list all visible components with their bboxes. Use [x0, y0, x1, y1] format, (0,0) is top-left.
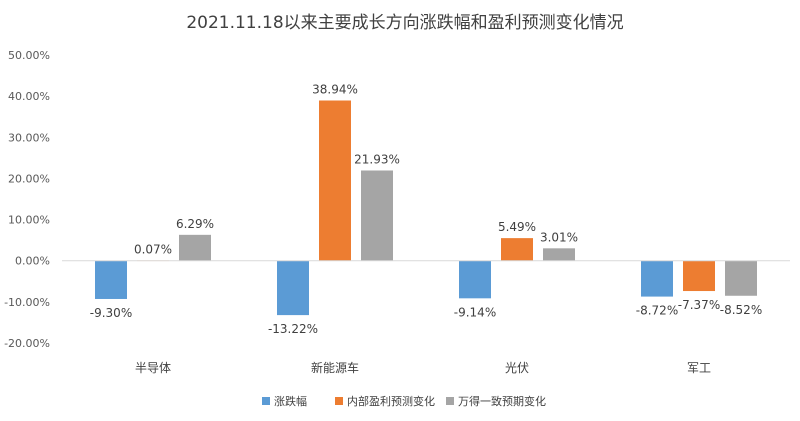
data-label: -8.72% — [636, 304, 678, 318]
y-tick-label: 0.00% — [15, 255, 50, 268]
category-label: 军工 — [687, 361, 711, 375]
chart-title: 2021.11.18以来主要成长方向涨跌幅和盈利预测变化情况 — [186, 13, 623, 33]
bar — [641, 260, 673, 297]
y-tick-label: 30.00% — [8, 131, 50, 144]
plot-area: -9.30% 0.07% 6.29% -13.22% 38.94% 21.93% -9.14… — [62, 83, 790, 336]
bar — [459, 260, 491, 299]
y-tick-label: 40.00% — [8, 90, 50, 103]
legend-swatch — [446, 397, 454, 405]
data-label: 21.93% — [354, 152, 400, 166]
data-label: 3.01% — [540, 230, 578, 244]
legend: 涨跌幅 内部盈利预测变化 万得一致预期变化 — [262, 394, 546, 408]
legend-swatch — [335, 397, 343, 405]
category-labels: 半导体 新能源车 光伏 军工 — [135, 360, 711, 375]
category-label: 光伏 — [505, 361, 529, 375]
data-label: 0.07% — [134, 242, 172, 256]
bar — [95, 260, 127, 299]
bar — [725, 260, 757, 296]
data-label: -8.52% — [720, 303, 762, 317]
legend-label: 涨跌幅 — [274, 394, 307, 408]
bar — [179, 234, 211, 261]
legend-label: 内部盈利预测变化 — [347, 394, 435, 408]
bar — [683, 260, 715, 292]
data-label: -7.37% — [678, 298, 720, 312]
data-label: 5.49% — [498, 220, 536, 234]
legend-swatch — [262, 397, 270, 405]
y-tick-label: -20.00% — [4, 337, 50, 350]
legend-label: 万得一致预期变化 — [458, 394, 546, 408]
data-label: -13.22% — [268, 322, 318, 336]
bar — [319, 100, 351, 261]
y-tick-label: 10.00% — [8, 214, 50, 227]
bar — [361, 170, 393, 261]
y-tick-label: 50.00% — [8, 49, 50, 62]
bar — [543, 248, 575, 261]
y-axis: 50.00% 40.00% 30.00% 20.00% 10.00% 0.00% -10.0… — [4, 49, 50, 350]
bar — [501, 238, 533, 261]
bar — [277, 260, 309, 316]
data-label: 38.94% — [312, 83, 358, 97]
data-label: 6.29% — [176, 217, 214, 231]
category-label: 新能源车 — [311, 360, 359, 375]
y-tick-label: 20.00% — [8, 172, 50, 185]
category-label: 半导体 — [135, 361, 171, 375]
y-tick-label: -10.00% — [4, 296, 50, 309]
data-label: -9.14% — [454, 305, 496, 319]
data-label: -9.30% — [90, 306, 132, 320]
